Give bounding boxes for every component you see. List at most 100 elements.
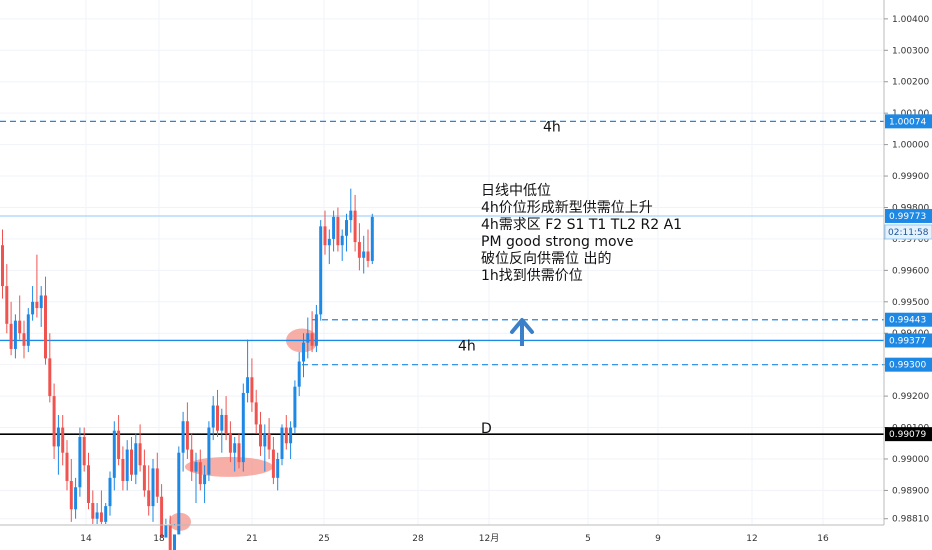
candle-body <box>108 477 112 507</box>
candle-body <box>142 465 146 491</box>
countdown-label: 02:11:58 <box>888 228 929 238</box>
candle-body <box>48 358 52 397</box>
price-tag-label: 0.99377 <box>889 336 926 346</box>
price-tick-label: 1.00400 <box>892 15 929 25</box>
time-axis-ticks: 14 18 21 25 28 12月 5 9 12 16 <box>80 533 829 544</box>
candle-body <box>370 216 374 261</box>
time-tick-label: 16 <box>817 534 829 544</box>
candle-body <box>327 238 331 246</box>
price-tag-label: 0.99079 <box>889 430 926 440</box>
level-label: 4h <box>458 338 476 354</box>
candle-body <box>5 286 9 324</box>
price-tag-box <box>885 333 932 348</box>
candle-body <box>349 210 353 221</box>
price-tick-label: 0.98810 <box>892 515 929 525</box>
analysis-note-line: 1h找到供需价位 <box>481 268 583 284</box>
candle-body <box>177 452 181 535</box>
candle-body <box>246 377 250 393</box>
analysis-note-line: 破位反向供需位 出的 <box>481 251 611 267</box>
candle-body <box>284 427 288 444</box>
candle-body <box>26 314 30 346</box>
candle-body <box>207 427 211 475</box>
time-tick-label: 21 <box>246 534 257 544</box>
candle-body <box>52 396 56 447</box>
candle-body <box>228 433 232 453</box>
price-tick-label: 0.98900 <box>892 486 929 496</box>
price-tick-label: 0.99700 <box>892 235 929 245</box>
candle-body <box>271 449 275 478</box>
candle-body <box>276 458 280 478</box>
candle-body <box>310 333 314 346</box>
candle-body <box>164 525 168 538</box>
candle-body <box>336 216 340 246</box>
candle-body <box>241 392 245 463</box>
time-tick-label: 18 <box>153 534 165 544</box>
time-tick-label: 25 <box>318 534 329 544</box>
price-tick-label: 1.00100 <box>892 109 929 119</box>
time-tick-label: 28 <box>412 534 424 544</box>
price-level-tags: 1.00074 0.99773 0.99443 0.99377 0.99300 0.990… <box>884 114 932 442</box>
candle-body <box>138 443 142 466</box>
candle-body <box>332 216 336 239</box>
candle-body <box>198 462 202 485</box>
candle-body <box>121 458 125 481</box>
candle-body <box>147 490 151 507</box>
candle-body <box>125 449 129 481</box>
candle-body <box>82 436 86 466</box>
candle-body <box>362 251 366 258</box>
candle-body <box>104 506 108 522</box>
candle-body <box>190 449 194 472</box>
time-tick-label: 14 <box>80 534 92 544</box>
candle-body <box>155 468 159 497</box>
time-tick-label: 12 <box>746 534 757 544</box>
candle-body <box>267 433 271 450</box>
candle-body <box>56 427 60 447</box>
price-tag-label: 0.99773 <box>889 212 926 222</box>
candle-body <box>87 465 90 503</box>
price-tick-label: 0.99500 <box>892 298 929 308</box>
countdown-box <box>884 224 932 240</box>
candle-body <box>112 430 116 478</box>
candle-body <box>345 220 348 236</box>
price-tag-label: 0.99443 <box>889 316 926 326</box>
analysis-note-line: 4h价位形成新型供需位上升 <box>481 200 653 216</box>
up-arrow-head <box>510 318 534 334</box>
candle-body <box>357 242 361 258</box>
candle-body <box>297 361 301 387</box>
candle-body <box>216 405 219 431</box>
price-tag-box <box>885 357 932 372</box>
candle-body <box>250 377 254 403</box>
time-tick-label: 9 <box>655 534 661 544</box>
candle-body <box>323 226 327 246</box>
candle-body <box>306 333 310 343</box>
candle-body <box>44 295 47 359</box>
candle-body <box>35 301 39 309</box>
price-tick-label: 0.99900 <box>892 172 929 182</box>
candle-body <box>65 452 69 481</box>
candle-body <box>130 449 133 475</box>
price-tag-box <box>885 114 932 129</box>
price-tag-label: 1.00074 <box>889 117 926 127</box>
candle-body <box>203 474 207 485</box>
level-label: D <box>481 421 492 437</box>
candle-body <box>233 443 237 453</box>
price-levels: 4h 4h D <box>0 119 884 437</box>
candle-body <box>211 405 215 428</box>
price-tick-label: 0.99200 <box>892 392 929 402</box>
candle-body <box>99 512 103 522</box>
analysis-note-line: 4h需求区 F2 S1 T1 TL2 R2 A1 <box>481 217 682 233</box>
price-tick-label: 1.00200 <box>892 78 929 88</box>
highlight-zone-d <box>185 456 273 477</box>
candle-body <box>254 402 258 425</box>
candle-body <box>353 210 357 243</box>
candle-body <box>78 436 82 488</box>
candlesticks <box>1 188 374 550</box>
candle-body <box>314 314 318 346</box>
candle-body <box>95 512 99 519</box>
analysis-note-line: PM good strong move <box>481 234 633 250</box>
candle-body <box>185 421 189 450</box>
candle-body <box>151 468 155 507</box>
candle-body <box>13 320 17 349</box>
